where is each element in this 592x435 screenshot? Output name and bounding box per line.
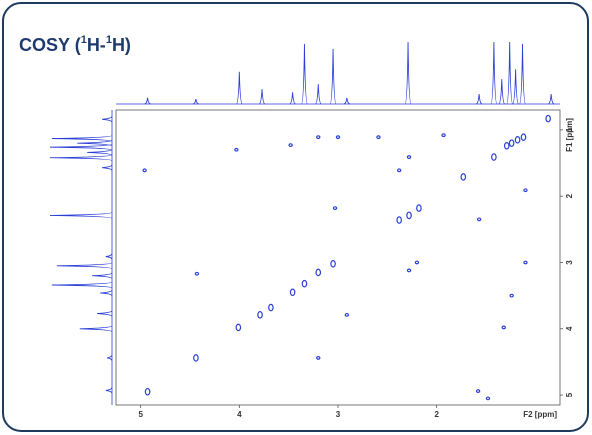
top-projection-peak bbox=[498, 79, 506, 105]
cross-peak bbox=[523, 188, 528, 193]
top-projection-peak bbox=[506, 41, 514, 105]
cross-peak bbox=[316, 356, 321, 360]
top-projection-peak bbox=[192, 98, 199, 105]
cross-peak bbox=[523, 260, 528, 265]
y-tick-label: 2 bbox=[565, 193, 574, 198]
left-projection-peak bbox=[92, 272, 113, 279]
chart-title: COSY (1H-1H) bbox=[19, 34, 131, 55]
x-tick-label: 3 bbox=[336, 410, 341, 419]
y-tick-label: 5 bbox=[565, 392, 574, 397]
x-axis-label: F2 [ppm] bbox=[523, 410, 557, 419]
left-projection-peak bbox=[79, 325, 113, 333]
top-projection-peak bbox=[301, 43, 308, 105]
cross-peak bbox=[406, 268, 412, 273]
left-projection-peak bbox=[49, 143, 113, 151]
diagonal-peak bbox=[520, 133, 527, 141]
top-projection-peak bbox=[490, 41, 498, 105]
cross-peak bbox=[414, 260, 420, 265]
diagonal-peak bbox=[330, 259, 336, 268]
cross-peak bbox=[476, 217, 482, 222]
top-projection-peak bbox=[235, 71, 243, 105]
cross-peak bbox=[396, 168, 402, 173]
title-part: H- bbox=[87, 35, 106, 55]
y-tick-label: 3 bbox=[565, 260, 574, 265]
y-tick-label: 4 bbox=[565, 326, 574, 331]
left-projection-peak bbox=[49, 211, 113, 219]
cross-peak bbox=[316, 135, 321, 140]
top-projection-peak bbox=[289, 92, 296, 105]
diagonal-peak bbox=[268, 303, 274, 312]
left-projection-peak bbox=[105, 387, 113, 394]
y-axis-label: F1 [ppm] bbox=[565, 118, 574, 152]
top-projection-peak bbox=[144, 97, 151, 105]
diagonal-peak bbox=[514, 136, 521, 144]
diagonal-peak bbox=[460, 173, 467, 181]
title-sup: 1 bbox=[106, 34, 112, 46]
diagonal-peak bbox=[257, 311, 263, 319]
y-tick-label: 1 bbox=[565, 127, 574, 132]
diagonal-peak bbox=[396, 216, 402, 224]
x-tick-label: 2 bbox=[434, 410, 439, 419]
title-sup: 1 bbox=[81, 34, 87, 46]
diagonal-peak bbox=[503, 141, 510, 150]
diagonal-peak bbox=[491, 153, 497, 161]
top-projection-peak bbox=[329, 48, 337, 105]
left-projection-peak bbox=[87, 149, 113, 156]
left-projection-peak bbox=[102, 116, 113, 123]
title-part: H) bbox=[112, 35, 131, 55]
diagonal-peak bbox=[289, 288, 296, 297]
left-projection-peak bbox=[97, 310, 113, 317]
diagonal-peak bbox=[144, 387, 151, 396]
cross-peak bbox=[501, 325, 506, 330]
top-projection-peak bbox=[343, 97, 350, 105]
cross-peak bbox=[332, 206, 338, 211]
diagonal-peak bbox=[406, 211, 412, 220]
top-projection-peak bbox=[258, 89, 266, 105]
cross-peak bbox=[509, 293, 514, 298]
x-tick-label: 5 bbox=[138, 410, 143, 419]
diagonal-peak bbox=[193, 354, 199, 362]
top-projection-peak bbox=[475, 94, 483, 105]
diagonal-peak bbox=[416, 204, 422, 212]
diagonal-peak bbox=[301, 279, 308, 288]
diagonal-peak bbox=[315, 268, 322, 277]
cross-peak bbox=[376, 135, 381, 140]
top-projection-peak bbox=[512, 69, 520, 105]
cross-peak bbox=[344, 312, 350, 317]
left-projection-peak bbox=[77, 139, 113, 147]
x-tick-label: 4 bbox=[237, 410, 242, 419]
cross-peak bbox=[406, 155, 412, 159]
top-projection-peak bbox=[547, 94, 555, 105]
cross-peak bbox=[234, 147, 239, 152]
left-projection-peak bbox=[100, 289, 113, 297]
top-projection-peak bbox=[315, 84, 322, 105]
left-projection-peak bbox=[51, 281, 113, 289]
cross-peak bbox=[288, 143, 293, 148]
left-projection-peak bbox=[102, 164, 113, 171]
left-projection-peak bbox=[49, 154, 113, 162]
diagonal-peak bbox=[235, 323, 242, 332]
title-part: COSY ( bbox=[19, 35, 81, 55]
cross-peak bbox=[335, 135, 341, 140]
cross-peak bbox=[142, 168, 147, 173]
cross-peak bbox=[475, 389, 481, 393]
left-projection-peak bbox=[106, 354, 113, 361]
cross-peak bbox=[485, 396, 491, 401]
diagonal-peak bbox=[508, 139, 515, 147]
left-projection-peak bbox=[51, 135, 113, 142]
top-projection-peak bbox=[404, 41, 412, 105]
top-projection-peak bbox=[519, 43, 526, 105]
cross-peak bbox=[441, 133, 446, 138]
diagonal-peak bbox=[545, 114, 551, 123]
cross-peak bbox=[194, 271, 200, 276]
left-projection-peak bbox=[56, 262, 113, 270]
left-projection-peak bbox=[105, 253, 113, 260]
